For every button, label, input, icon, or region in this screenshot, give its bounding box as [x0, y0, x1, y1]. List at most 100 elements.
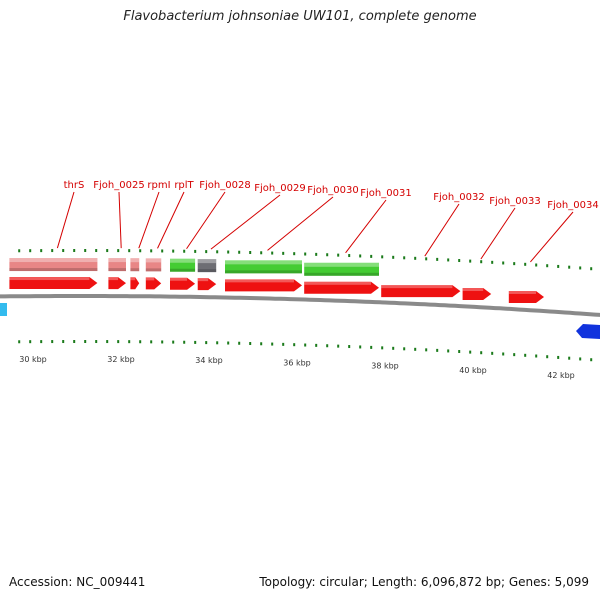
lower-tick — [51, 340, 54, 344]
ruler-label: 32 kbp — [107, 355, 135, 364]
lower-tick — [18, 340, 21, 344]
track-feature[interactable] — [225, 260, 302, 274]
gene-arrow — [508, 290, 544, 303]
track-feature[interactable] — [145, 258, 162, 272]
upper-tick — [447, 258, 450, 262]
gene-thrs[interactable] — [9, 277, 98, 290]
upper-tick — [436, 257, 439, 261]
lower-tick — [205, 341, 208, 345]
lower-tick — [29, 340, 32, 344]
gene-rpmi[interactable] — [130, 277, 140, 290]
gene-rplt[interactable] — [145, 277, 162, 290]
gene-label[interactable]: rpmI — [147, 180, 170, 191]
track-feature-body — [170, 258, 196, 272]
ruler-label: 38 kbp — [371, 362, 399, 371]
upper-tick — [315, 252, 318, 256]
gene-arrow — [145, 277, 162, 290]
gene-fjoh-0032[interactable] — [381, 285, 461, 298]
gene-fjoh-0028[interactable] — [170, 277, 196, 290]
track-feature-shade — [304, 272, 379, 276]
lower-tick — [150, 340, 153, 344]
gene-arrow-highlight — [381, 285, 453, 289]
gene-label[interactable]: Fjoh_0030 — [307, 185, 358, 196]
ruler-label: 42 kbp — [547, 371, 575, 380]
gene-fjoh-0031[interactable] — [304, 281, 379, 294]
upper-tick — [348, 254, 351, 258]
track-feature[interactable] — [304, 262, 379, 276]
lower-tick-track — [18, 340, 593, 362]
lower-tick — [436, 348, 439, 352]
track-feature-body — [304, 262, 379, 276]
lower-tick — [95, 340, 98, 344]
gene-arrow-highlight — [108, 277, 119, 281]
gene-arrow — [197, 278, 217, 291]
cyan-feature[interactable] — [0, 303, 7, 316]
upper-tick — [513, 262, 516, 266]
gene-arrow — [108, 277, 126, 290]
upper-tick — [414, 256, 417, 260]
gene-arrow — [170, 277, 196, 290]
lower-tick — [348, 345, 351, 349]
upper-tick — [491, 260, 494, 264]
lower-tick — [172, 340, 175, 344]
gene-label[interactable]: Fjoh_0028 — [199, 180, 250, 191]
lower-tick — [524, 353, 527, 357]
upper-tick — [282, 251, 285, 255]
track-feature-highlight — [170, 258, 196, 263]
track-feature-body — [9, 258, 98, 272]
gene-label[interactable]: Fjoh_0034 — [547, 200, 598, 211]
gene-arrow-highlight — [462, 288, 484, 292]
gene-label[interactable]: rplT — [174, 180, 194, 191]
lower-tick — [579, 357, 582, 361]
track-feature-shade — [108, 268, 126, 272]
track-feature[interactable] — [9, 258, 98, 272]
track-feature[interactable] — [197, 259, 217, 273]
gene-leader-line — [118, 191, 122, 249]
upper-tick — [370, 254, 373, 258]
track-feature[interactable] — [130, 258, 140, 272]
blue-feature[interactable] — [576, 324, 600, 339]
upper-tick — [381, 255, 384, 259]
upper-tick — [128, 249, 131, 253]
lower-tick — [304, 343, 307, 347]
track-feature[interactable] — [170, 258, 196, 272]
gene-label[interactable]: Fjoh_0031 — [360, 188, 411, 199]
track-feature[interactable] — [108, 258, 126, 272]
upper-tick — [51, 249, 54, 253]
gene-label[interactable]: Fjoh_0032 — [433, 192, 484, 203]
gene-label[interactable]: thrS — [64, 180, 85, 191]
gene-fjoh-0030[interactable] — [225, 279, 302, 292]
gene-arrow — [225, 279, 302, 292]
ruler-label: 34 kbp — [195, 356, 223, 365]
track-feature-body — [108, 258, 126, 272]
track-feature-body — [197, 259, 217, 273]
gene-arrow-highlight — [225, 279, 294, 283]
lower-tick — [84, 340, 87, 344]
upper-tick — [469, 259, 472, 263]
lower-tick — [337, 344, 340, 348]
upper-tick — [29, 249, 32, 253]
gene-fjoh-0025[interactable] — [108, 277, 126, 290]
gene-label[interactable]: Fjoh_0025 — [93, 180, 144, 191]
upper-tick — [194, 249, 197, 253]
upper-tick — [546, 264, 549, 268]
lower-tick — [546, 355, 549, 359]
gene-leader-line — [138, 191, 160, 249]
lower-tick — [359, 345, 362, 349]
gene-fjoh-0029[interactable] — [197, 278, 217, 291]
gene-label[interactable]: Fjoh_0029 — [254, 183, 305, 194]
track-feature-highlight — [304, 262, 379, 267]
lower-tick — [447, 349, 450, 353]
lower-tick — [491, 351, 494, 355]
feature-track — [9, 258, 379, 276]
gene-fjoh-0033[interactable] — [462, 288, 492, 301]
lower-tick — [260, 342, 263, 346]
lower-tick — [106, 340, 109, 344]
gene-leader-line — [267, 196, 334, 251]
gene-label[interactable]: Fjoh_0033 — [489, 196, 540, 207]
gene-leader-line — [424, 203, 460, 257]
gene-fjoh-0034[interactable] — [508, 290, 544, 303]
track-feature-shade — [170, 268, 196, 272]
lower-tick — [590, 358, 593, 362]
